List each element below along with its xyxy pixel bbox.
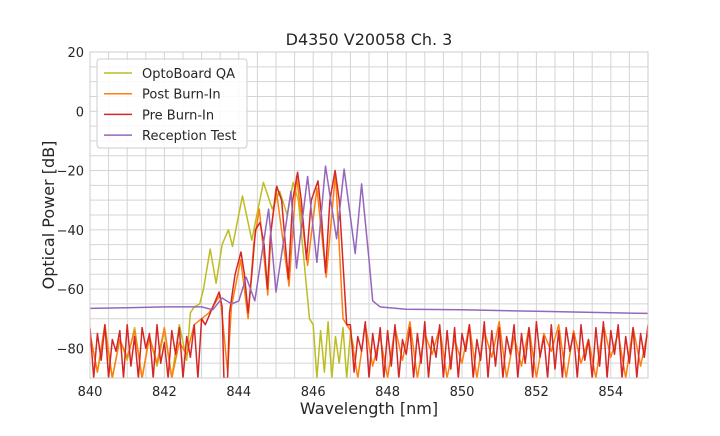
y-ticks: −80 −60 −40 −20 0 20 <box>57 46 84 357</box>
y-axis-label: Optical Power [dB] <box>39 141 58 290</box>
series-line-pre-burn-in <box>90 169 648 378</box>
y-tick-label: 0 <box>76 105 84 120</box>
x-tick-label: 844 <box>226 385 251 400</box>
legend-label: Post Burn-In <box>142 88 221 103</box>
plot-frame <box>89 51 649 379</box>
x-axis-label: Wavelength [nm] <box>300 399 438 418</box>
series-line-reception-test <box>90 165 648 315</box>
legend: OptoBoard QA Post Burn-In Pre Burn-In Recep… <box>96 58 248 149</box>
x-tick-label: 848 <box>375 385 400 400</box>
x-tick-label: 842 <box>152 385 177 400</box>
legend-label: Reception Test <box>142 129 236 144</box>
legend-box <box>96 58 248 149</box>
chart-title: D4350 V20058 Ch. 3 <box>286 30 453 49</box>
x-tick-label: 850 <box>450 385 475 400</box>
y-tick-label: −80 <box>57 342 84 357</box>
x-tick-label: 852 <box>524 385 549 400</box>
plot-area <box>90 165 648 378</box>
y-tick-label: −20 <box>57 165 84 180</box>
legend-label: OptoBoard QA <box>142 67 235 82</box>
y-tick-label: −60 <box>57 283 84 298</box>
y-tick-label: 20 <box>67 46 84 61</box>
y-tick-label: −40 <box>57 224 84 239</box>
x-tick-label: 840 <box>78 385 103 400</box>
legend-label: Pre Burn-In <box>142 108 214 123</box>
x-tick-label: 846 <box>301 385 326 400</box>
series-line-post-burn-in <box>90 172 648 378</box>
x-tick-label: 854 <box>598 385 623 400</box>
x-ticks: 840 842 844 846 848 850 852 854 <box>78 385 624 400</box>
